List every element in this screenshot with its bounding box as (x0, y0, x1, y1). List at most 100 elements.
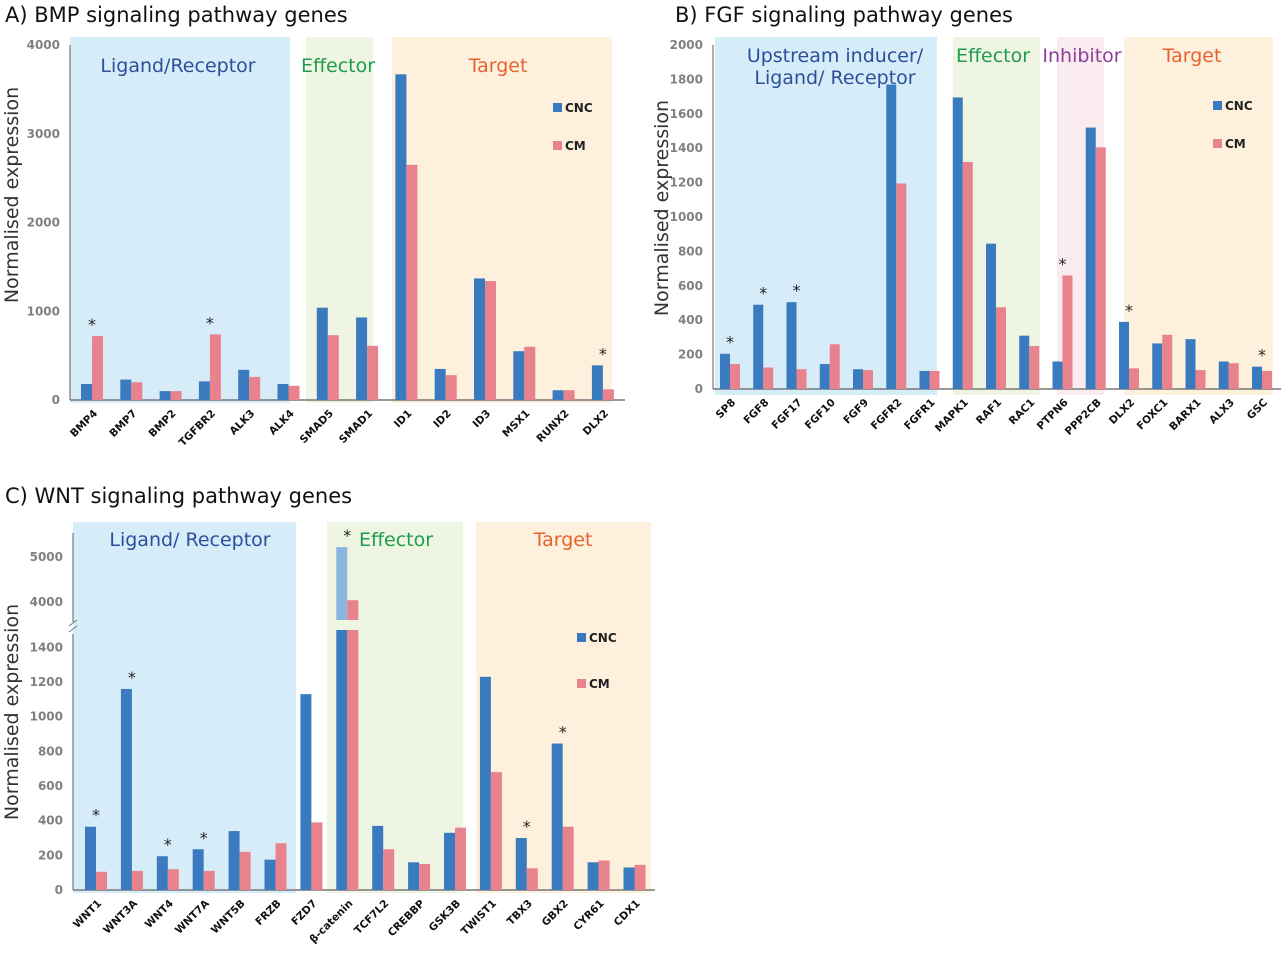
bar-cnc (408, 862, 420, 890)
x-tick-label: DLX2 (581, 408, 611, 438)
y-axis-label: Normalised expression (1, 87, 23, 303)
x-tick-label: ID3 (471, 408, 494, 431)
y-tick-label: 200 (38, 848, 63, 862)
bar-cm (383, 849, 395, 890)
y-tick-label: 2000 (670, 38, 703, 52)
significance-star: * (559, 723, 567, 742)
bar-cnc (786, 302, 797, 389)
y-tick-label: 200 (678, 348, 703, 362)
x-tick-label: TGFBR2 (177, 408, 218, 449)
bar-cnc (474, 278, 485, 400)
group-label: Effector (301, 55, 375, 77)
x-tick-label: WNT3A (101, 897, 140, 936)
bar-cnc (264, 859, 276, 890)
bar-cnc (479, 676, 491, 890)
significance-star: * (793, 281, 801, 300)
legend-label: CM (1225, 137, 1246, 151)
bar-cm (996, 307, 1006, 389)
bar-cm (763, 367, 774, 389)
bar-cm (1029, 346, 1040, 389)
y-tick-label: 0 (55, 883, 63, 897)
bar-cm (406, 164, 418, 400)
bar-cnc (198, 381, 210, 400)
bar-cnc-upper (336, 547, 348, 620)
x-tick-label: ALX3 (1207, 397, 1237, 427)
significance-star: * (1258, 346, 1266, 365)
group-label: Inhibitor (1042, 45, 1121, 67)
bar-cm (562, 826, 574, 890)
bar-cnc (623, 867, 635, 890)
significance-star: * (1125, 301, 1133, 320)
significance-star: * (200, 828, 208, 847)
bar-cnc (85, 826, 96, 890)
x-tick-label: ID1 (392, 408, 415, 431)
x-tick-label: BMP2 (147, 408, 179, 440)
bar-cnc (228, 831, 240, 890)
significance-star: * (88, 315, 96, 334)
y-tick-label: 4000 (30, 595, 63, 609)
bar-cnc (1185, 339, 1196, 389)
x-tick-label: BARX1 (1167, 397, 1204, 434)
x-tick-label: WNT7A (173, 897, 212, 936)
bar-cm (863, 370, 873, 389)
bar-cm (203, 870, 215, 890)
legend-swatch-cm (1213, 139, 1222, 148)
group-band (73, 522, 296, 893)
legend-swatch-cnc (1213, 101, 1222, 110)
x-tick-label: MSX1 (500, 408, 532, 440)
bar-cm (896, 183, 907, 389)
bar-cnc (886, 84, 897, 389)
bar-cm (445, 375, 457, 400)
significance-star: * (759, 284, 767, 303)
bar-cnc (853, 369, 863, 389)
group-label: Target (533, 529, 593, 551)
y-tick-label: 400 (38, 814, 63, 828)
chart-title: B) FGF signaling pathway genes (675, 3, 1013, 27)
y-tick-label: 1400 (30, 640, 63, 654)
bar-cm-lower (347, 630, 359, 890)
x-tick-label: CYR61 (571, 898, 606, 933)
y-tick-label: 3000 (27, 127, 60, 141)
bar-cm (962, 161, 973, 389)
chart-title: A) BMP signaling pathway genes (5, 3, 348, 27)
x-tick-label: FGF8 (741, 397, 771, 427)
x-tick-label: MAPK1 (933, 397, 971, 435)
y-tick-label: 4000 (27, 38, 60, 52)
bar-cm (796, 369, 807, 389)
legend-label: CM (565, 139, 586, 153)
bar-cnc (986, 243, 996, 389)
bar-cnc (356, 317, 368, 400)
bar-cnc (952, 97, 963, 390)
bar-cnc (444, 832, 455, 890)
y-tick-label: 1400 (670, 141, 703, 155)
bar-cm (1095, 147, 1106, 389)
bar-cm (1228, 363, 1239, 389)
bar-cnc (919, 370, 930, 389)
y-tick-label: 1000 (27, 304, 60, 318)
x-tick-label: GBX2 (540, 898, 571, 929)
bar-cnc (316, 307, 328, 400)
legend-swatch-cnc (553, 103, 562, 112)
significance-star: * (726, 333, 734, 352)
bar-cm (327, 335, 339, 400)
chart-title: C) WNT signaling pathway genes (5, 484, 352, 508)
bar-cnc (120, 379, 132, 400)
x-tick-label: PPP2CB (1063, 397, 1104, 438)
bar-cnc (156, 856, 168, 890)
group-band (70, 37, 290, 403)
bar-cnc (120, 688, 132, 890)
bar-cm (367, 345, 379, 400)
bar-cnc (192, 849, 204, 890)
x-tick-label: FZD7 (289, 898, 319, 928)
bar-cm (275, 843, 287, 890)
bar-cm (239, 851, 251, 890)
bar-cnc (1019, 335, 1030, 389)
y-tick-label: 1200 (670, 176, 703, 190)
y-tick-label: 2000 (27, 216, 60, 230)
legend-swatch-cm (553, 141, 562, 150)
x-tick-label: RAC1 (1007, 397, 1038, 428)
bar-cm (485, 281, 496, 400)
y-tick-label: 0 (52, 393, 60, 407)
bar-cm (1062, 275, 1073, 389)
